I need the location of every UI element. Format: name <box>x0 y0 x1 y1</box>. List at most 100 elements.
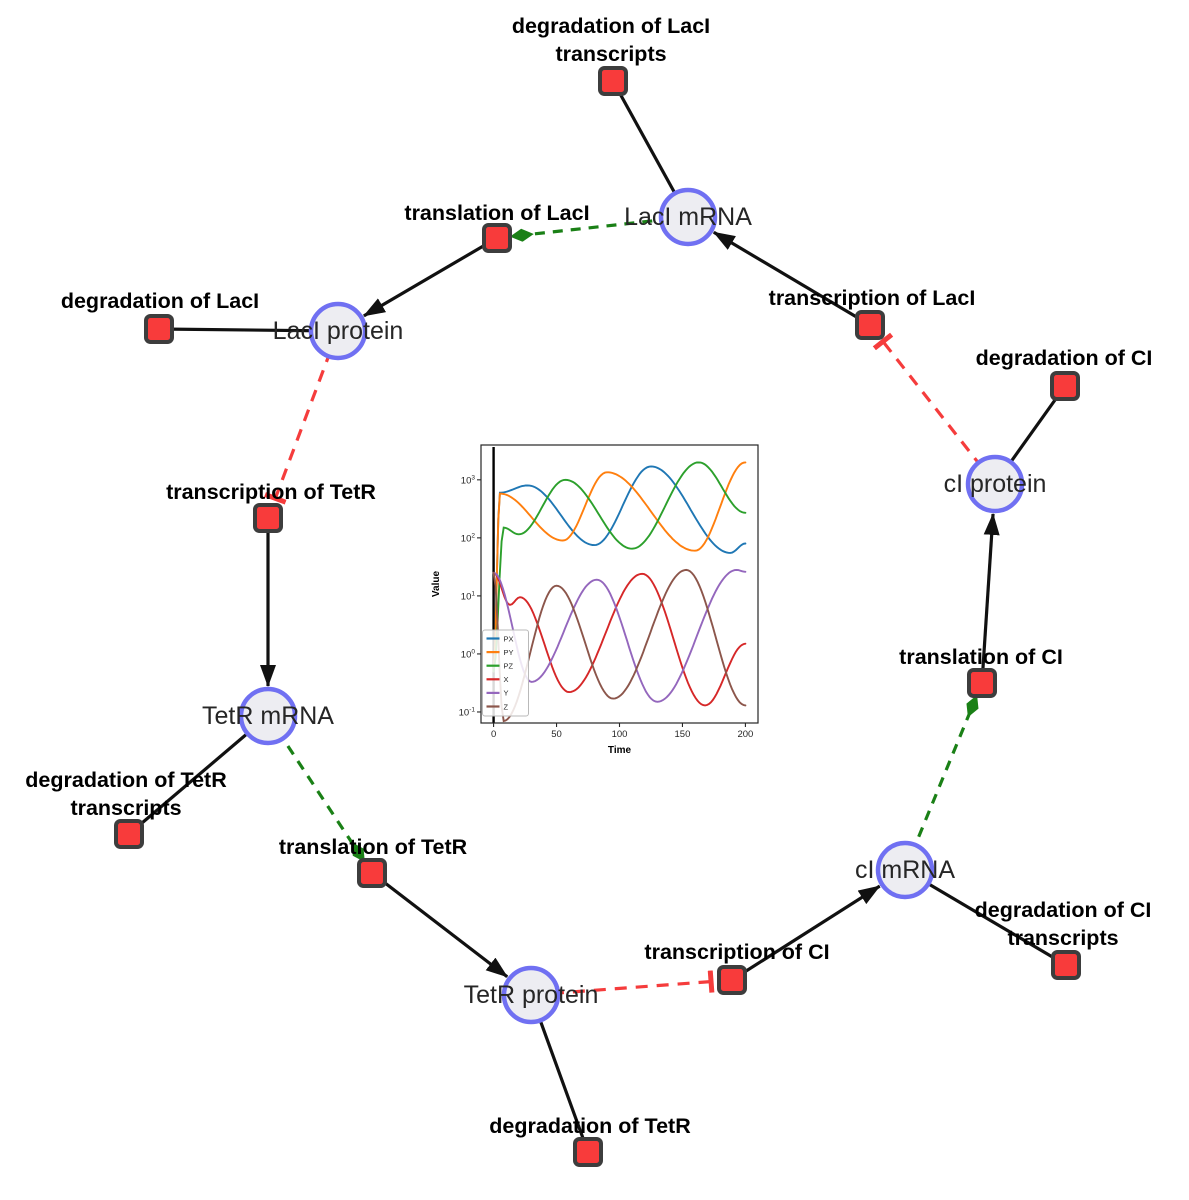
chart-series-X <box>492 571 747 707</box>
reaction-node-tx_tetr <box>253 503 283 533</box>
node-layer <box>114 66 1081 1167</box>
reaction-square-deg_laci_tx <box>598 66 628 96</box>
reaction-node-deg_tetr <box>573 1137 603 1167</box>
edge-transl_laci-laci_protein-arrow <box>363 236 498 318</box>
reaction-label-tx_ci-line0: transcription of CI <box>644 940 829 964</box>
edge-ci_mrna-transl_ci-modifier <box>903 695 979 871</box>
reaction-square-tx_laci <box>855 310 885 340</box>
x-tick-label: 50 <box>551 729 562 740</box>
reaction-node-tx_ci <box>717 965 747 995</box>
reaction-label-deg_tetr-line0: degradation of TetR <box>489 1114 691 1138</box>
edge-layer <box>127 80 1067 1153</box>
reaction-node-deg_laci_tx <box>598 66 628 96</box>
species-node-ci_mrna <box>875 840 935 900</box>
edge-laci_protein-deg_laci-line <box>158 327 339 333</box>
reaction-label-deg_ci_tx-line1: transcripts <box>1007 926 1118 950</box>
edge-ci_protein-tx_laci-inhibition <box>872 332 997 485</box>
edge-tetr_mrna-deg_tetr_tx-line <box>127 714 270 836</box>
legend-label-PZ: PZ <box>504 662 514 671</box>
chart-legend: PX PY PZ XYZ <box>482 629 529 717</box>
reaction-square-deg_tetr <box>573 1137 603 1167</box>
x-tick-label: 0 <box>491 729 496 740</box>
chart-series-Y <box>492 568 747 703</box>
reaction-label-deg_laci_tx-line0: degradation of LacI <box>512 14 710 38</box>
reaction-square-deg_tetr_tx <box>114 819 144 849</box>
reaction-node-transl_ci <box>967 668 997 698</box>
species-label-tetr_protein: TetR protein <box>464 981 599 1009</box>
chart-series-PX <box>492 465 747 673</box>
reaction-label-deg_tetr_tx-line1: transcripts <box>70 796 181 820</box>
reaction-label-transl_tetr-line0: translation of TetR <box>279 835 468 859</box>
species-circle-ci_protein <box>965 454 1025 514</box>
chart-series-PY <box>492 461 747 673</box>
species-label-laci_mrna: LacI mRNA <box>624 203 752 231</box>
reaction-square-transl_ci <box>967 668 997 698</box>
reaction-node-transl_tetr <box>357 858 387 888</box>
chart-frame <box>480 444 759 724</box>
species-circle-ci_mrna <box>875 840 935 900</box>
chart-plot-area <box>492 447 747 723</box>
reaction-label-deg_ci-line0: degradation of CI <box>976 346 1153 370</box>
edge-tetr_protein-tx_ci-inhibition <box>530 970 715 997</box>
reaction-label-deg_laci_tx-line1: transcripts <box>555 42 666 66</box>
reaction-label-transl_ci-line0: translation of CI <box>899 645 1063 669</box>
species-label-tetr_mrna: TetR mRNA <box>202 702 334 730</box>
x-tick-label: 150 <box>675 729 691 740</box>
reaction-label-deg_ci_tx-line0: degradation of CI <box>975 898 1152 922</box>
edge-laci_mrna-transl_laci-modifier <box>509 215 689 242</box>
reaction-node-deg_tetr_tx <box>114 819 144 849</box>
edge-transl_ci-ci_protein-arrow <box>980 512 1000 684</box>
reaction-node-deg_ci_tx <box>1051 950 1081 980</box>
edge-tx_ci-ci_mrna-arrow <box>731 884 881 982</box>
species-circle-laci_protein <box>308 301 368 361</box>
reaction-square-deg_ci <box>1050 371 1080 401</box>
y-tick-label: 103 <box>461 474 476 486</box>
y-tick-label: 10-1 <box>459 706 476 718</box>
species-node-ci_protein <box>965 454 1025 514</box>
reaction-square-tx_tetr <box>253 503 283 533</box>
legend-label-PY: PY <box>504 648 514 657</box>
edge-laci_protein-tx_tetr-inhibition <box>264 330 340 505</box>
species-label-ci_mrna: cI mRNA <box>855 856 955 884</box>
edge-ci_mrna-deg_ci_tx-line <box>904 868 1067 967</box>
species-label-laci_protein: LacI protein <box>273 317 404 345</box>
y-axis-title: Value <box>431 571 442 598</box>
reaction-square-deg_ci_tx <box>1051 950 1081 980</box>
reaction-square-transl_laci <box>482 223 512 253</box>
reaction-node-deg_laci <box>144 314 174 344</box>
label-layer: LacI mRNA LacI protein TetR mRNA TetR prote… <box>25 14 1152 1138</box>
species-circle-tetr_protein <box>501 965 561 1025</box>
species-label-ci_protein: cI protein <box>944 470 1047 498</box>
species-node-tetr_mrna <box>238 686 298 746</box>
chart-series-Z <box>492 568 747 723</box>
species-circle-laci_mrna <box>658 187 718 247</box>
x-axis-title: Time <box>608 745 632 756</box>
species-node-laci_mrna <box>658 187 718 247</box>
reaction-square-deg_laci <box>144 314 174 344</box>
reaction-label-tx_laci-line0: transcription of LacI <box>769 286 976 310</box>
reaction-node-transl_laci <box>482 223 512 253</box>
reaction-label-deg_tetr_tx-line0: degradation of TetR <box>25 768 227 792</box>
reaction-node-tx_laci <box>855 310 885 340</box>
x-tick-label: 200 <box>737 729 753 740</box>
reaction-square-transl_tetr <box>357 858 387 888</box>
legend-label-Z: Z <box>504 702 509 711</box>
x-tick-label: 100 <box>612 729 628 740</box>
legend-label-X: X <box>504 675 509 684</box>
legend-label-PX: PX <box>504 634 514 643</box>
y-tick-label: 100 <box>461 648 476 660</box>
reaction-node-deg_ci <box>1050 371 1080 401</box>
legend-label-Y: Y <box>504 689 509 698</box>
species-node-tetr_protein <box>501 965 561 1025</box>
y-tick-label: 101 <box>461 590 476 602</box>
reaction-label-tx_tetr-line0: transcription of TetR <box>166 480 376 504</box>
reaction-label-deg_laci-line0: degradation of LacI <box>61 289 259 313</box>
species-node-laci_protein <box>308 301 368 361</box>
reaction-label-transl_laci-line0: translation of LacI <box>404 201 589 225</box>
reaction-square-tx_ci <box>717 965 747 995</box>
chart-axes: 0 50 100 150 200 10-1 100 101 102 103 Time Value <box>431 474 753 756</box>
y-tick-label: 102 <box>461 532 476 544</box>
chart-series-PZ <box>492 461 747 673</box>
